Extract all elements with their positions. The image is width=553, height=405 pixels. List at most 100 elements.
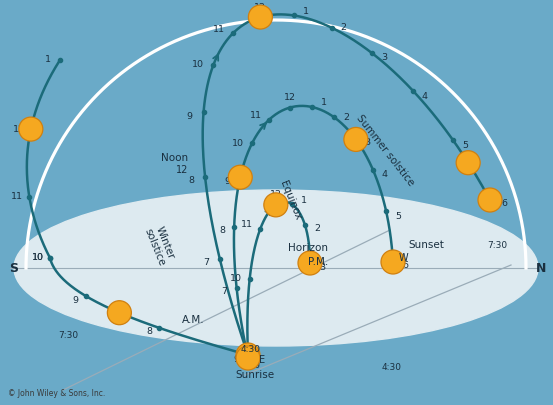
Point	[307, 104, 316, 110]
Point	[243, 355, 252, 361]
Text: Noon: Noon	[161, 153, 189, 163]
Text: 9: 9	[186, 112, 192, 121]
Point	[327, 24, 336, 31]
Circle shape	[381, 250, 405, 274]
Text: 10: 10	[191, 60, 204, 69]
Text: 1: 1	[321, 98, 327, 107]
Text: A.M.: A.M.	[182, 315, 204, 325]
Text: Summer solstice: Summer solstice	[354, 113, 416, 188]
Text: 10: 10	[229, 274, 242, 283]
Point	[285, 104, 294, 111]
Point	[243, 352, 252, 358]
Text: 12: 12	[284, 93, 296, 102]
Text: 3: 3	[319, 262, 325, 271]
Text: 2: 2	[314, 224, 320, 233]
Text: 12: 12	[176, 165, 188, 175]
Circle shape	[107, 301, 132, 325]
Text: 11: 11	[11, 192, 23, 201]
Point	[288, 201, 296, 208]
Text: 10: 10	[32, 254, 44, 262]
Text: W: W	[398, 253, 408, 263]
Circle shape	[236, 343, 260, 367]
Text: 7:30: 7:30	[58, 330, 78, 339]
Text: Sunset: Sunset	[408, 240, 444, 250]
Point	[201, 174, 210, 180]
Text: 9: 9	[233, 354, 239, 364]
Point	[389, 259, 398, 265]
Point	[232, 284, 241, 291]
Point	[25, 194, 34, 200]
Circle shape	[344, 128, 368, 151]
Point	[45, 255, 54, 261]
Point	[306, 260, 315, 266]
Text: 3: 3	[364, 138, 370, 147]
Circle shape	[248, 5, 273, 29]
Text: 3: 3	[381, 53, 387, 62]
Text: 5: 5	[462, 141, 468, 150]
Text: 11: 11	[213, 25, 225, 34]
Point	[27, 126, 35, 133]
Text: 2: 2	[341, 23, 347, 32]
Text: 12: 12	[13, 125, 25, 134]
Text: 7: 7	[222, 287, 228, 296]
Point	[448, 137, 457, 143]
Ellipse shape	[14, 190, 538, 346]
Text: © John Wiley & Sons, Inc.: © John Wiley & Sons, Inc.	[8, 389, 105, 398]
Point	[256, 226, 265, 232]
Point	[81, 293, 90, 299]
Point	[289, 12, 298, 19]
Text: 4:30: 4:30	[241, 345, 261, 354]
Point	[243, 352, 252, 358]
Text: 6: 6	[253, 362, 259, 371]
Point	[246, 275, 254, 282]
Point	[199, 109, 208, 115]
Text: Winter
solstice: Winter solstice	[143, 223, 178, 267]
Text: E: E	[259, 355, 265, 365]
Text: 11: 11	[250, 111, 262, 120]
Point	[248, 140, 257, 147]
Point	[55, 57, 64, 63]
Text: P.M.: P.M.	[308, 257, 328, 267]
Text: 8: 8	[188, 176, 194, 185]
Point	[368, 50, 377, 56]
Point	[155, 325, 164, 331]
Point	[209, 62, 218, 68]
Point	[368, 166, 377, 173]
Point	[272, 202, 280, 208]
Text: 1: 1	[301, 196, 307, 205]
Point	[215, 256, 224, 262]
Text: 5: 5	[395, 211, 401, 221]
Point	[265, 116, 274, 123]
Text: 9: 9	[225, 177, 231, 186]
Text: 10: 10	[232, 139, 244, 148]
Circle shape	[236, 346, 260, 370]
Point	[228, 30, 237, 36]
Text: 10: 10	[32, 254, 44, 262]
Text: 1: 1	[303, 7, 309, 16]
Text: Sunrise: Sunrise	[236, 370, 274, 380]
Point	[45, 255, 54, 261]
Circle shape	[298, 251, 322, 275]
Text: 12: 12	[254, 2, 267, 12]
Text: 2: 2	[343, 113, 349, 122]
Text: 9: 9	[73, 296, 79, 305]
Circle shape	[228, 165, 252, 189]
Text: 6: 6	[501, 200, 507, 209]
Point	[351, 135, 359, 142]
Text: 4: 4	[422, 92, 428, 101]
Text: Horizon: Horizon	[288, 243, 328, 253]
Text: 11: 11	[241, 220, 253, 229]
Text: 7:30: 7:30	[487, 241, 507, 251]
Text: 1: 1	[45, 55, 51, 64]
Point	[330, 114, 338, 121]
Circle shape	[19, 117, 43, 141]
Point	[300, 222, 309, 228]
Text: 12: 12	[270, 190, 282, 199]
Text: 4:30: 4:30	[382, 364, 402, 373]
Point	[256, 14, 265, 20]
Text: 8: 8	[147, 328, 153, 337]
Point	[382, 208, 390, 214]
Circle shape	[456, 151, 480, 175]
Text: 6: 6	[402, 262, 408, 271]
Text: Equinox: Equinox	[278, 179, 302, 221]
